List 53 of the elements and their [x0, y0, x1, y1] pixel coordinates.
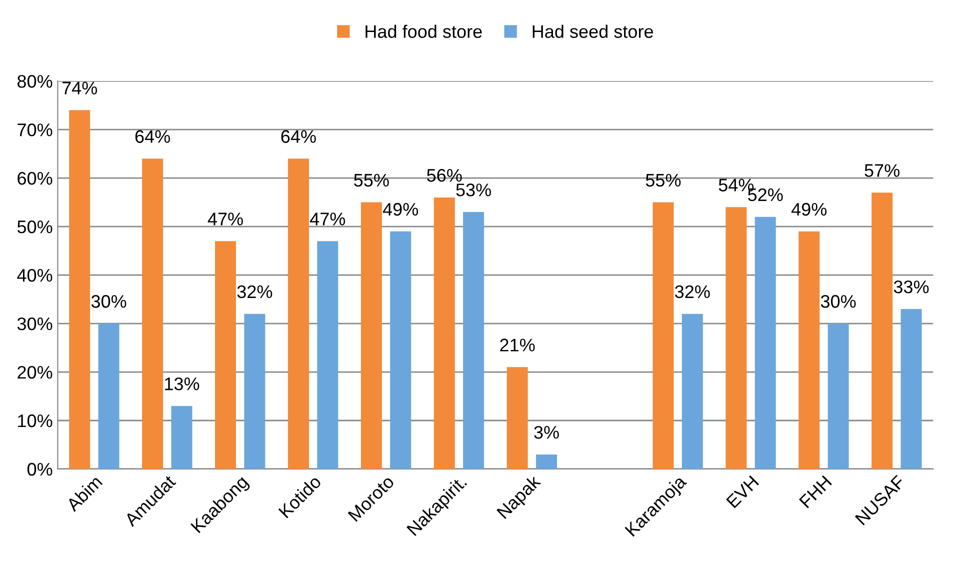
data-label: 55%: [646, 174, 681, 187]
legend-label: Had food store: [366, 24, 482, 38]
bar: [98, 324, 120, 469]
y-tick-label: 30%: [17, 317, 52, 330]
bar: [506, 367, 528, 469]
bar: [536, 454, 557, 469]
data-label: 55%: [354, 174, 389, 187]
bar: [142, 158, 164, 469]
bar: [360, 202, 382, 469]
bar: [215, 241, 236, 469]
y-tick-label: 50%: [17, 220, 52, 234]
bar: [69, 110, 90, 469]
data-label: 47%: [208, 212, 243, 226]
y-tick-label: 0%: [27, 462, 52, 476]
bar: [798, 231, 820, 469]
bar: [244, 314, 266, 469]
data-label: 49%: [791, 202, 827, 216]
legend-label: Had seed store: [532, 24, 653, 38]
data-label: 30%: [91, 295, 126, 308]
data-label: 49%: [382, 202, 418, 216]
bar: [872, 192, 893, 469]
y-tick-label: 40%: [17, 268, 52, 282]
data-label: 57%: [864, 164, 900, 177]
y-tick-label: 20%: [18, 366, 52, 379]
y-tick-label: 70%: [18, 123, 52, 136]
data-label: 56%: [427, 168, 462, 182]
data-label: 30%: [820, 295, 856, 308]
y-tick-label: 10%: [18, 414, 52, 428]
bar: [754, 216, 776, 469]
bar: [900, 308, 922, 469]
bar: [652, 202, 674, 469]
bar: [390, 231, 412, 469]
bar: [726, 207, 747, 469]
data-label: 74%: [62, 82, 98, 94]
data-label: 13%: [165, 377, 200, 390]
data-label: 3%: [534, 426, 559, 439]
data-label: 32%: [237, 285, 272, 298]
bar: [288, 158, 309, 469]
data-label: 64%: [281, 130, 316, 143]
y-tick-label: 80%: [18, 74, 52, 88]
bar: [434, 197, 455, 469]
bar: [828, 324, 849, 469]
data-label: 32%: [675, 285, 710, 298]
data-label: 21%: [500, 338, 535, 352]
bar: [682, 314, 703, 469]
data-label: 64%: [135, 130, 170, 143]
bar: [463, 212, 484, 469]
bar: [171, 406, 192, 469]
data-label: 53%: [456, 184, 491, 196]
data-label: 33%: [894, 280, 929, 294]
bar: [317, 241, 338, 469]
y-tick-label: 60%: [18, 172, 52, 185]
data-label: 47%: [310, 212, 346, 226]
